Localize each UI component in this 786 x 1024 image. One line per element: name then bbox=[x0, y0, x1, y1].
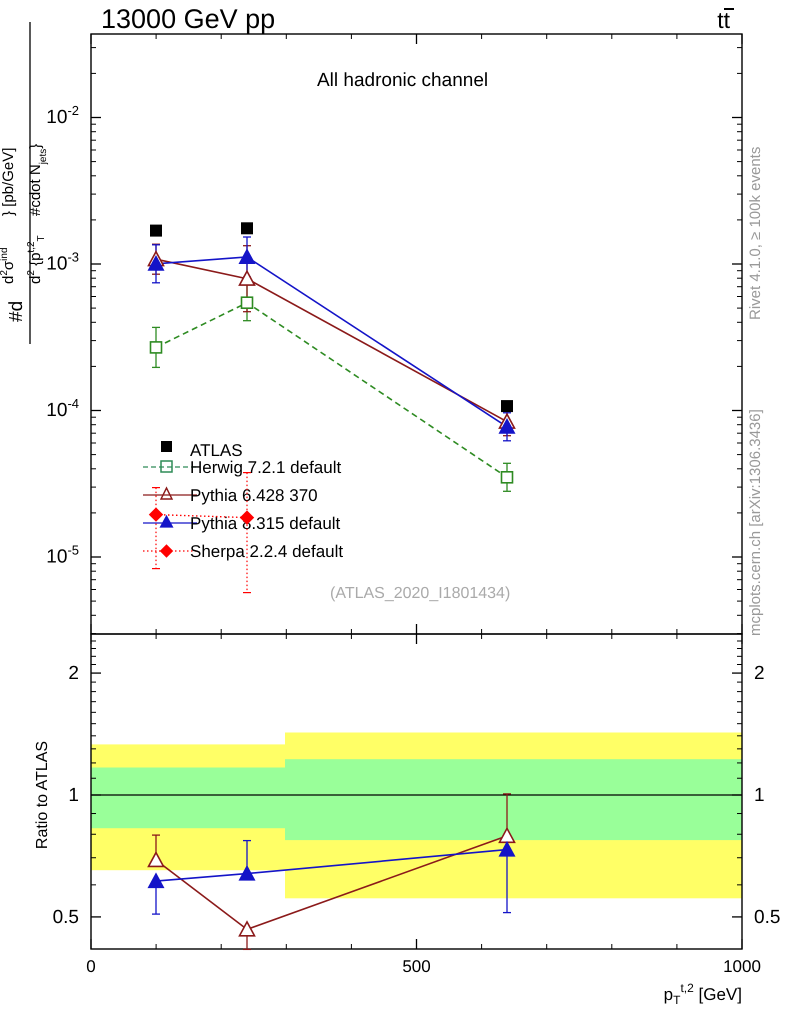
svg-text:Herwig 7.2.1 default: Herwig 7.2.1 default bbox=[190, 458, 341, 477]
svg-text:0.5: 0.5 bbox=[53, 907, 79, 928]
svg-text:All hadronic channel: All hadronic channel bbox=[317, 70, 488, 91]
svg-text:Rivet 4.1.0, ≥ 100k events: Rivet 4.1.0, ≥ 100k events bbox=[747, 147, 764, 320]
svg-text:0: 0 bbox=[86, 957, 95, 976]
svg-text:mcplots.cern.ch [arXiv:1306.34: mcplots.cern.ch [arXiv:1306.3436] bbox=[747, 409, 764, 636]
svg-text:tt: tt bbox=[717, 7, 730, 33]
svg-text:Ratio to ATLAS: Ratio to ATLAS bbox=[34, 741, 51, 849]
svg-text:2: 2 bbox=[68, 663, 79, 684]
svg-text:1: 1 bbox=[68, 785, 79, 806]
svg-text:13000 GeV pp: 13000 GeV pp bbox=[101, 4, 275, 34]
svg-text:500: 500 bbox=[402, 957, 430, 976]
svg-text:} [pb/GeV]: } [pb/GeV] bbox=[0, 148, 17, 216]
svg-text:1000: 1000 bbox=[723, 957, 761, 976]
svg-text:Sherpa 2.2.4 default: Sherpa 2.2.4 default bbox=[190, 542, 343, 561]
svg-text:1: 1 bbox=[754, 785, 765, 806]
svg-text:(ATLAS_2020_I1801434): (ATLAS_2020_I1801434) bbox=[330, 585, 510, 602]
svg-text:#d: #d bbox=[6, 301, 27, 322]
svg-text:Pythia 6.428 370: Pythia 6.428 370 bbox=[190, 486, 318, 505]
svg-text:2: 2 bbox=[754, 663, 765, 684]
svg-text:0.5: 0.5 bbox=[754, 907, 780, 928]
